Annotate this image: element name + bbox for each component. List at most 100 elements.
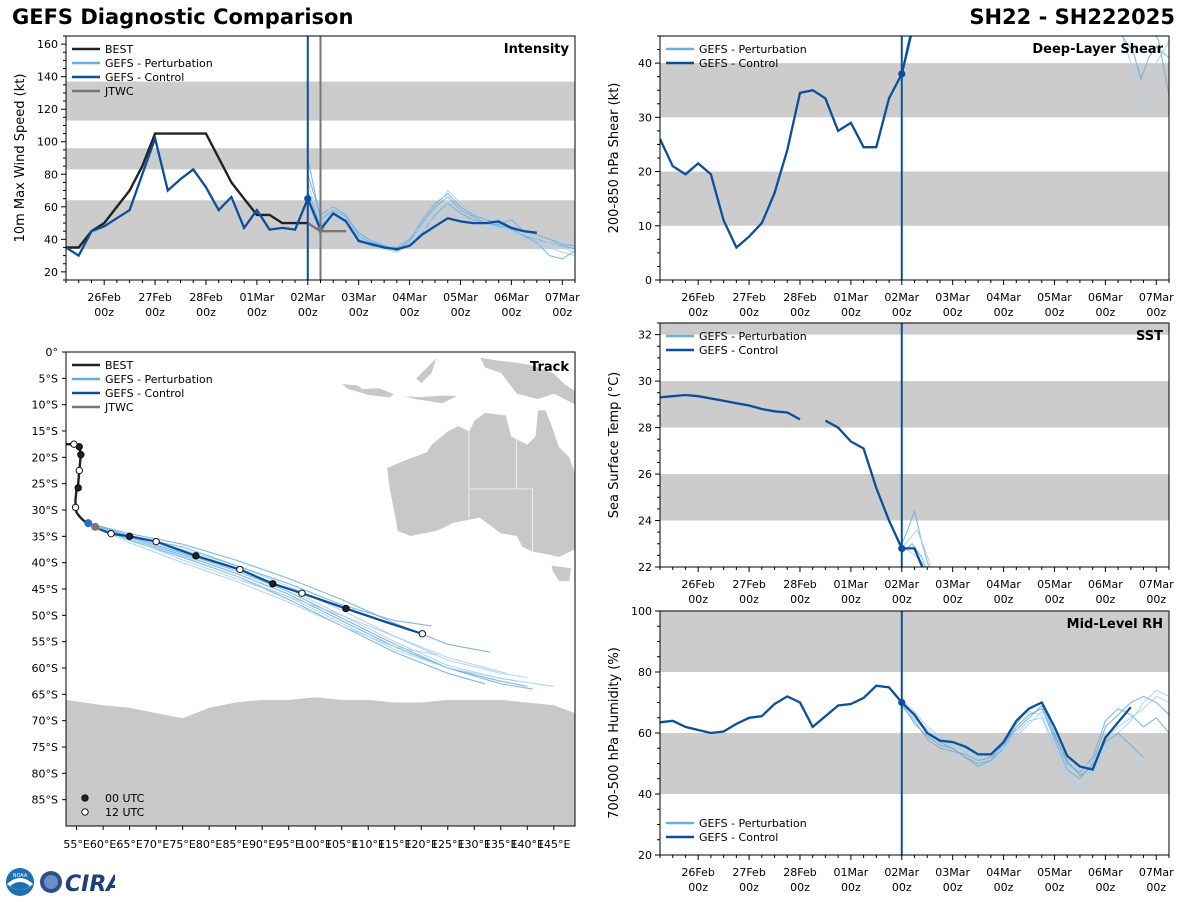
control-line (66, 134, 537, 258)
x-tick-sublabel: 00z (943, 881, 963, 894)
legend-label: GEFS - Perturbation (699, 817, 807, 830)
x-tick-label: 06Mar (1088, 578, 1123, 591)
shaded-band (660, 63, 1169, 118)
x-tick-label: 04Mar (392, 291, 427, 304)
map-area (66, 356, 575, 826)
y-tick-label: 35°S (32, 530, 58, 543)
x-tick-sublabel: 00z (790, 306, 810, 319)
best-12z-marker (70, 440, 78, 448)
x-tick-label: 02Mar (290, 291, 325, 304)
noaa-logo-icon: NOAA (6, 868, 34, 896)
control-00z-marker (192, 552, 200, 560)
x-tick-sublabel: 00z (196, 306, 216, 319)
x-tick-sublabel: 00z (739, 881, 759, 894)
x-tick-label: 02Mar (884, 866, 919, 879)
x-tick-sublabel: 00z (1095, 306, 1115, 319)
x-tick-label: 26Feb (681, 291, 714, 304)
x-tick-label: 100°E (298, 838, 331, 851)
x-tick-label: 27Feb (732, 578, 765, 591)
x-tick-sublabel: 00z (994, 593, 1014, 606)
x-tick-sublabel: 00z (994, 306, 1014, 319)
control-12z-marker (298, 589, 306, 597)
marker-legend-swatch (81, 794, 89, 802)
y-axis-label: Sea Surface Temp (°C) (607, 372, 622, 519)
best-track (66, 443, 89, 525)
y-tick-label: 20°S (32, 451, 58, 464)
perturbation-line (307, 182, 575, 257)
legend-label: GEFS - Control (699, 344, 778, 357)
y-axis-label: 700-500 hPa Humidity (%) (607, 647, 622, 819)
cira-logo-text: CIRA (65, 872, 115, 897)
australia-land (386, 409, 575, 558)
x-tick-label: 05Mar (1037, 578, 1072, 591)
x-tick-label: 27Feb (138, 291, 171, 304)
y-tick-label: 140 (37, 71, 58, 84)
x-tick-label: 03Mar (935, 578, 970, 591)
x-tick-label: 26Feb (681, 866, 714, 879)
legend-label: GEFS - Control (105, 387, 184, 400)
x-tick-label: 75°E (169, 838, 195, 851)
control-line (824, 419, 924, 567)
perturbation-line (901, 695, 1169, 789)
control-line (660, 393, 801, 421)
panel-title: Deep-Layer Shear (1032, 42, 1163, 57)
y-tick-label: 0 (645, 274, 652, 287)
legend-label: GEFS - Perturbation (105, 373, 213, 386)
plot-area-shear (660, 36, 1169, 250)
y-tick-label: 20 (44, 266, 58, 279)
perturbation-line (901, 702, 1144, 771)
x-tick-sublabel: 00z (1045, 306, 1065, 319)
x-tick-sublabel: 00z (841, 881, 861, 894)
y-tick-label: 65°S (32, 688, 58, 701)
y-tick-label: 30°S (32, 504, 58, 517)
noaa-logo-text: NOAA (13, 873, 28, 879)
y-tick-label: 70°S (32, 715, 58, 728)
control-00z-marker (342, 604, 350, 613)
storm-id: SH22 - SH222025 (969, 5, 1175, 29)
best-12z-marker (71, 503, 80, 512)
y-tick-label: 40 (638, 788, 652, 801)
x-tick-label: 65°E (116, 838, 142, 851)
x-tick-sublabel: 00z (688, 306, 708, 319)
perturbation-track (88, 522, 491, 653)
perturbation-line (1121, 36, 1169, 82)
x-tick-sublabel: 00z (145, 306, 165, 319)
x-tick-label: 85°E (222, 838, 248, 851)
x-tick-sublabel: 00z (94, 306, 114, 319)
x-tick-sublabel: 00z (1095, 881, 1115, 894)
x-tick-label: 01Mar (833, 578, 868, 591)
y-tick-label: 5°S (39, 372, 58, 385)
x-tick-label: 28Feb (783, 291, 816, 304)
x-tick-sublabel: 00z (790, 593, 810, 606)
marker-legend-label: 12 UTC (105, 806, 145, 819)
x-tick-sublabel: 00z (688, 881, 708, 894)
sulawesi-land (415, 357, 438, 385)
perturbation-line (901, 702, 1144, 777)
x-tick-label: 145°E (537, 838, 570, 851)
x-tick-label: 04Mar (986, 578, 1021, 591)
y-tick-label: 0° (46, 346, 59, 359)
x-tick-label: 05Mar (443, 291, 478, 304)
panel-title: Track (530, 360, 569, 375)
x-tick-label: 130°E (458, 838, 491, 851)
y-tick-label: 50°S (32, 609, 58, 622)
x-tick-label: 07Mar (545, 291, 580, 304)
marker-legend-swatch (81, 808, 89, 816)
init-marker (304, 195, 312, 203)
best-12z-marker (75, 466, 83, 475)
y-tick-label: 28 (638, 422, 652, 435)
perturbation-line (901, 545, 926, 567)
x-tick-sublabel: 00z (1146, 881, 1166, 894)
x-tick-sublabel: 00z (349, 306, 369, 319)
x-tick-label: 05Mar (1037, 866, 1072, 879)
x-tick-label: 70°E (143, 838, 169, 851)
perturbation-line (1155, 36, 1169, 96)
x-tick-sublabel: 00z (739, 593, 759, 606)
y-tick-label: 24 (638, 515, 652, 528)
y-tick-label: 80°S (32, 767, 58, 780)
control-12z-marker (418, 630, 426, 638)
y-tick-label: 32 (638, 329, 652, 342)
